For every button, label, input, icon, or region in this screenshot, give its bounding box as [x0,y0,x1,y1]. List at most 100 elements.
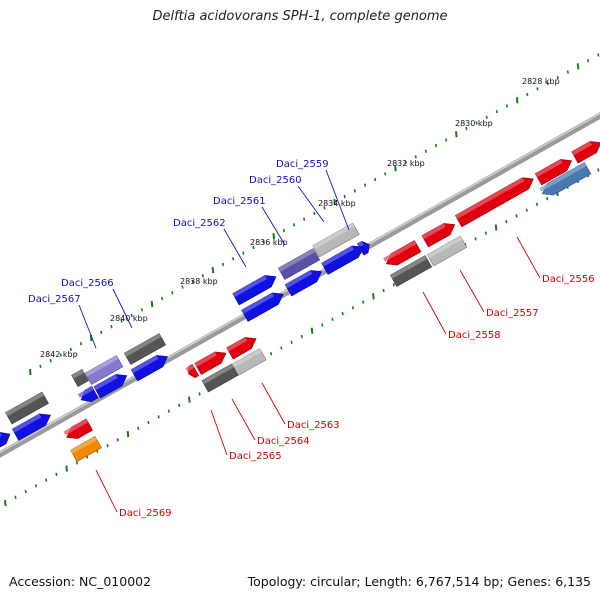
gene-upper-left[interactable] [5,391,49,425]
gene-blue-edge[interactable] [0,432,11,448]
tick-mark [120,319,123,323]
gene-label-daci-2566[interactable]: Daci_2566 [61,278,114,289]
gene-red-right[interactable] [534,159,572,186]
tick-mark [372,293,375,300]
tick-mark [262,240,265,244]
gene-label-daci-2561[interactable]: Daci_2561 [213,196,266,207]
gene-label-daci-2559[interactable]: Daci_2559 [276,159,329,170]
gene-steel-blue-highlight [539,162,587,192]
gene-label-daci-2556[interactable]: Daci_2556 [542,274,595,285]
tick-mark [546,197,549,201]
gene-label-daci-2564[interactable]: Daci_2564 [257,436,310,447]
gene-daci-2557-top[interactable] [421,223,456,248]
gene-daci-2567-highlight [85,355,119,377]
tick-mark [69,347,72,352]
tick-mark [242,251,245,255]
gene-red-tiny[interactable] [185,363,200,379]
gene-red-edge[interactable] [571,141,600,164]
tick-mark [167,409,170,413]
tick-mark [290,340,293,344]
label-leader-line [459,269,485,313]
label-leader-line [325,169,350,231]
gene-daci-2561[interactable] [241,292,284,322]
gene-daci-2559[interactable] [312,222,360,258]
gene-blue-upper-6[interactable] [93,374,128,399]
gene-red-lower-2[interactable] [383,240,422,266]
tick-mark [546,81,549,85]
gene-label-daci-2560[interactable]: Daci_2560 [249,175,302,186]
map-title: Delftia acidovorans SPH-1, complete geno… [152,9,448,24]
gene-label-daci-2565[interactable]: Daci_2565 [229,451,282,462]
gene-label-daci-2563[interactable]: Daci_2563 [287,420,340,431]
tick-mark [515,97,519,104]
gene-label-daci-2562[interactable]: Daci_2562 [173,218,226,229]
tick-mark [178,403,181,408]
tick-mark [475,121,478,125]
tick-mark [280,346,283,350]
gene-red-edge-highlight [571,141,592,156]
gene-daci-2563-top[interactable] [226,337,257,360]
gene-blue-left[interactable] [11,413,51,441]
tick-mark [495,109,498,114]
gene-label-daci-2558[interactable]: Daci_2558 [448,330,501,341]
tick-mark [282,228,285,233]
label-leaders [78,169,541,513]
gene-label-daci-2569[interactable]: Daci_2569 [119,508,172,519]
gene-label-daci-2557[interactable]: Daci_2557 [486,308,539,319]
tick-mark [140,308,143,312]
gene-daci-2557[interactable] [426,235,468,267]
gene-blue-upper-3[interactable] [284,270,322,297]
tick-mark [362,300,365,304]
gene-daci-2561-highlight [241,292,275,314]
gene-blue-upper-2[interactable] [321,245,364,275]
gene-daci-2569-red[interactable] [63,418,93,439]
tick-mark [292,223,296,227]
tick-mark [147,420,150,425]
gene-daci-2566[interactable] [123,333,167,365]
label-leader-line [223,228,247,268]
tick-mark [374,177,377,182]
gene-label-daci-2567[interactable]: Daci_2567 [28,294,81,305]
accession-text: Accession: NC_010002 [9,574,152,589]
tick-mark [59,353,62,357]
tick-mark [34,484,38,488]
tick-mark [39,364,42,368]
gene-small-blue[interactable] [77,385,99,402]
gene-daci-2556[interactable] [454,177,534,228]
tick-mark [404,160,407,165]
tick-mark [252,245,255,250]
gene-daci-2566-highlight [124,333,162,357]
gene-small-gray[interactable] [71,368,89,388]
tick-mark [49,359,52,363]
gene-daci-2567[interactable] [84,355,124,385]
tick-mark [536,87,539,91]
gene-small-blue-highlight [77,386,94,398]
gene-daci-2560[interactable] [277,248,321,280]
tick-mark [353,189,356,193]
tick-mark [201,274,204,278]
gene-blue-upper-5[interactable] [130,355,168,382]
tick-mark [333,199,336,206]
gene-steel-blue[interactable] [539,162,592,196]
label-leader-line [422,291,447,335]
gene-daci-2559-highlight [312,223,355,250]
gene-red-tiny-highlight [185,364,195,372]
tick-mark [198,392,201,396]
tick-mark [272,233,276,240]
gene-daci-2562[interactable] [232,275,277,306]
tick-mark [29,368,32,376]
tick-mark [188,396,191,403]
gene-blue-edge-highlight [0,432,2,437]
gene-daci-2564[interactable] [201,363,239,393]
tick-mark [14,495,17,499]
gene-red-lower-4[interactable] [194,351,227,375]
tick-mark [4,499,7,507]
gene-blue-edge-body [0,432,11,448]
label-leader-line [261,206,286,246]
tick-mark [392,283,395,287]
gene-daci-2569[interactable] [70,436,102,462]
gene-blue-upper-5-highlight [131,355,159,374]
gene-daci-2569-highlight [70,436,97,454]
gene-small-blue-arrow[interactable] [357,241,370,256]
gene-daci-2558[interactable] [389,255,433,287]
